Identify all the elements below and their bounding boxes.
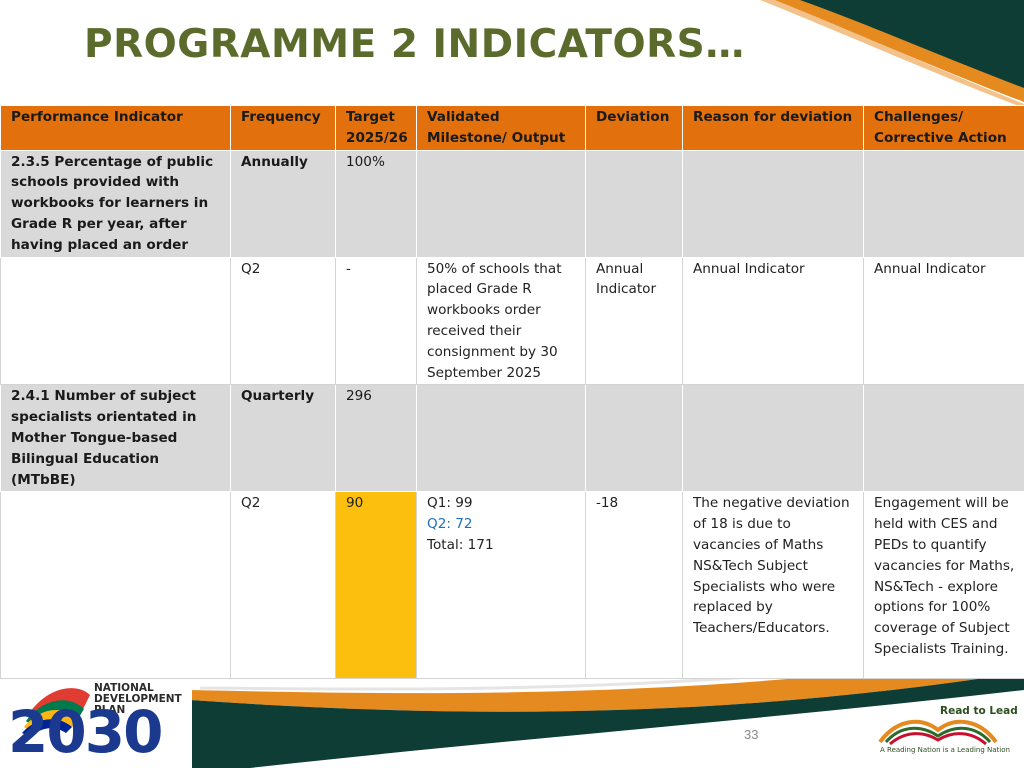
page-number: 33 <box>744 727 759 742</box>
deviation-cell <box>585 149 683 258</box>
target-cell: 296 <box>335 384 417 493</box>
reason-cell: The negative deviation of 18 is due to v… <box>682 491 864 680</box>
milestone-cell <box>416 149 586 258</box>
deviation-cell: -18 <box>585 491 683 680</box>
challenges-cell: Annual Indicator <box>863 256 1024 386</box>
indicator-cell <box>0 491 231 680</box>
header-target: Target 2025/26 <box>335 105 417 151</box>
read-to-lead-title: Read to Lead <box>940 705 1018 717</box>
reason-cell <box>682 149 864 258</box>
header-challenges: Challenges/ Corrective Action <box>863 105 1024 151</box>
table-row: Q2 - 50% of schools that placed Grade R … <box>0 256 1024 386</box>
milestone-total: Total: 171 <box>427 536 494 553</box>
frequency-cell: Quarterly <box>230 384 336 493</box>
target-cell-highlighted: 90 <box>335 491 417 680</box>
slide-title: PROGRAMME 2 INDICATORS… <box>84 22 745 67</box>
milestone-q2: Q2: 72 <box>427 516 473 533</box>
frequency-cell: Q2 <box>230 256 336 386</box>
top-swoosh-green <box>800 0 1024 88</box>
deviation-cell: Annual Indicator <box>585 256 683 386</box>
challenges-cell <box>863 149 1024 258</box>
header-performance-indicator: Performance Indicator <box>0 105 231 151</box>
reason-cell: Annual Indicator <box>682 256 864 386</box>
read-to-lead-book-icon <box>878 720 998 746</box>
table-row: 2.4.1 Number of subject specialists orie… <box>0 384 1024 493</box>
milestone-cell: Q1: 99 Q2: 72 Total: 171 <box>416 491 586 680</box>
top-swoosh-orange <box>770 0 1024 102</box>
read-to-lead-slogan: A Reading Nation is a Leading Nation <box>880 746 1010 754</box>
table-header-row: Performance Indicator Frequency Target 2… <box>0 105 1024 151</box>
header-deviation: Deviation <box>585 105 683 151</box>
frequency-cell: Q2 <box>230 491 336 680</box>
challenges-cell <box>863 384 1024 493</box>
challenges-cell: Engagement will be held with CES and PED… <box>863 491 1024 680</box>
header-validated-milestone: Validated Milestone/ Output <box>416 105 586 151</box>
ndp-label: NATIONAL DEVELOPMENT PLAN <box>94 682 182 716</box>
target-cell: - <box>335 256 417 386</box>
table-row: 2.3.5 Percentage of public schools provi… <box>0 149 1024 258</box>
deviation-cell <box>585 384 683 493</box>
target-cell: 100% <box>335 149 417 258</box>
milestone-cell <box>416 384 586 493</box>
indicator-cell: 2.3.5 Percentage of public schools provi… <box>0 149 231 258</box>
frequency-cell: Annually <box>230 149 336 258</box>
ndp-year: 2030 <box>8 698 163 766</box>
header-frequency: Frequency <box>230 105 336 151</box>
header-reason-for-deviation: Reason for deviation <box>682 105 864 151</box>
milestone-cell: 50% of schools that placed Grade R workb… <box>416 256 586 386</box>
indicator-cell <box>0 256 231 386</box>
reason-cell <box>682 384 864 493</box>
table-row: Q2 90 Q1: 99 Q2: 72 Total: 171 -18 The n… <box>0 491 1024 680</box>
ndp-flag-icon <box>22 688 90 737</box>
indicators-table: Performance Indicator Frequency Target 2… <box>0 105 1024 680</box>
milestone-q1: Q1: 99 <box>427 495 473 512</box>
top-swoosh-light <box>760 0 1024 108</box>
indicator-cell: 2.4.1 Number of subject specialists orie… <box>0 384 231 493</box>
